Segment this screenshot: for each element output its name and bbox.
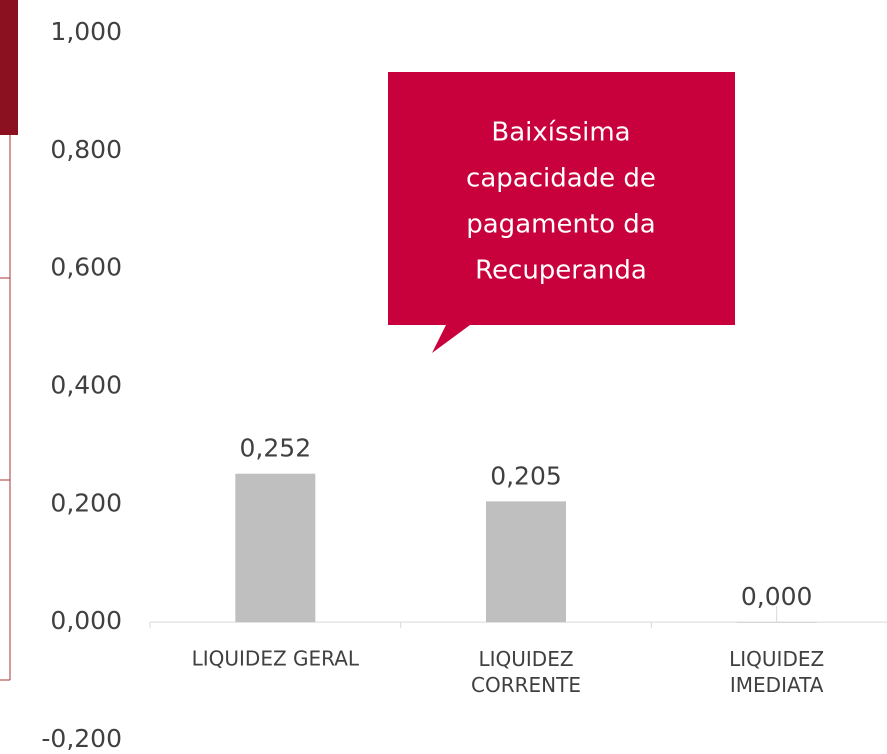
data-label: 0,205 [490,461,562,490]
annotation-text: Baixíssima [491,118,630,148]
y-tick-label: 0,200 [50,488,122,517]
x-tick-label: LIQUIDEZ IMEDIATA [729,647,824,697]
y-tick-label: 0,400 [50,371,122,400]
data-label: 0,252 [240,434,312,463]
y-tick-label: 0,000 [50,606,122,635]
annotation-text: pagamento da [466,210,655,240]
y-tick-label: 1,000 [50,17,122,46]
bar [486,501,566,623]
y-tick-label: 0,800 [50,135,122,164]
annotation-text: Recuperanda [475,256,647,286]
x-tick-label: LIQUIDEZ GERAL [192,647,360,671]
y-tick-label: -0,200 [41,724,122,753]
x-tick-label: LIQUIDEZ CORRENTE [471,647,581,697]
cropped-table-header [0,0,18,135]
data-label: 0,000 [741,582,813,611]
callout-box [388,72,735,353]
bar [235,473,316,623]
y-tick-label: 0,600 [50,253,122,282]
bar [736,622,817,623]
annotation-text: capacidade de [466,164,656,194]
